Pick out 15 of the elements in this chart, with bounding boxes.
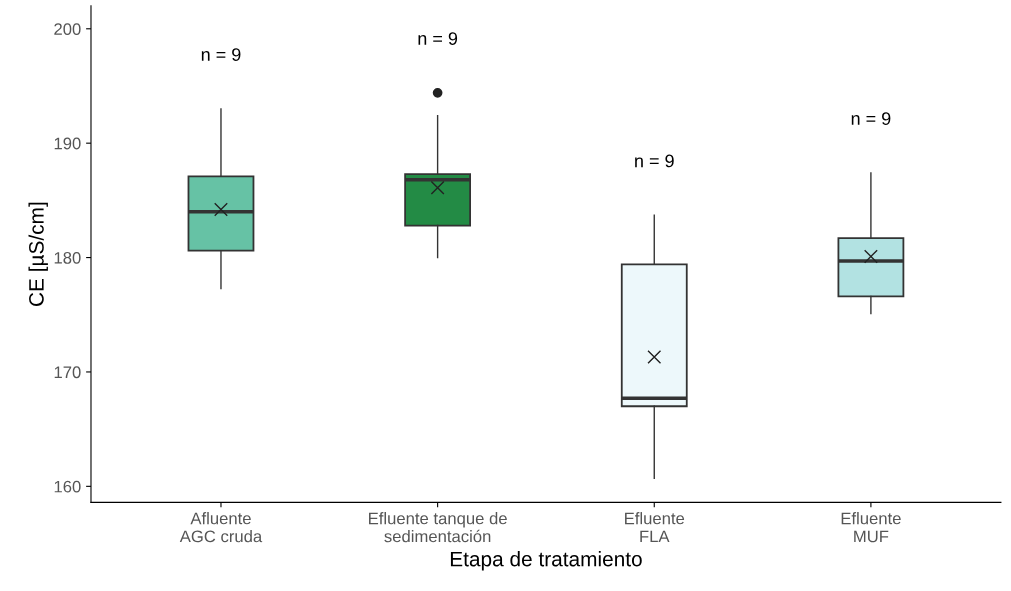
- annotation: n = 9: [635, 154, 674, 168]
- x-tick-label: Afluente AGC cruda: [179, 512, 263, 543]
- annotation: n = 9: [201, 48, 241, 61]
- annotation: n = 9: [851, 112, 891, 125]
- x-tick-label: Efluente tanque de sedimentación: [369, 512, 507, 543]
- y-tick-label: 170: [54, 366, 81, 379]
- y-tick-label: 190: [54, 137, 81, 150]
- x-axis-title: Etapa de tratamiento: [450, 551, 642, 571]
- y-axis-title: CE [µS/cm]: [28, 202, 48, 306]
- x-tick-label: Efluente FLA: [625, 512, 685, 543]
- y-tick-label: 160: [54, 480, 81, 493]
- y-tick-label: 180: [54, 251, 81, 264]
- annotation: n = 9: [418, 32, 458, 45]
- y-tick-label: 200: [54, 23, 81, 35]
- x-tick-label: Efluente MUF: [841, 512, 901, 543]
